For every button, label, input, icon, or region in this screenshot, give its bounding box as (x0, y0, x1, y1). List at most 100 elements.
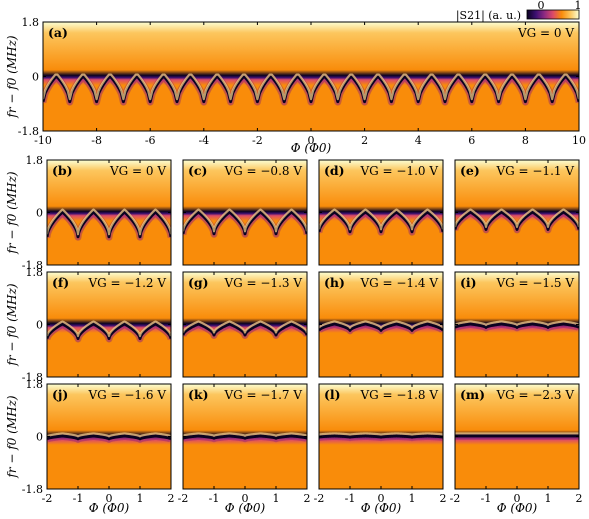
x-tick-label: 2 (440, 492, 447, 505)
x-tick-label: -4 (198, 134, 209, 147)
x-tick-label: 0 (242, 492, 249, 505)
heatmap-panel-8: (i) VG = −1.5 V (454, 271, 580, 378)
y-tick-label: 1.8 (26, 378, 44, 391)
x-tick-label: -2 (42, 492, 53, 505)
heatmap-panel-0: 1.8 0 -1.8-10 -8 -6 -4 -2 0 2 4 6 8 10 (a) VG = 0 V (18, 16, 586, 147)
y-tick-label: 1.8 (26, 154, 44, 167)
heatmap-panel-10: -2 -1 0 1 2 (k) VG = −1.7 V (178, 383, 311, 505)
x-tick-label: -1 (481, 492, 492, 505)
panel-label: (l) (324, 387, 341, 402)
x-axis-label: Φ (Φ0) (361, 501, 402, 515)
gate-voltage-label: VG = −1.3 V (223, 276, 302, 290)
x-tick-label: 0 (308, 134, 315, 147)
x-tick-label: 2 (168, 492, 175, 505)
y-tick-label: 0 (32, 71, 39, 84)
gate-voltage-label: VG = 0 V (109, 164, 166, 178)
gate-voltage-label: VG = −1.5 V (495, 276, 574, 290)
x-tick-label: -2 (252, 134, 263, 147)
panel-label: (g) (188, 275, 209, 290)
gate-voltage-label: VG = −1.8 V (359, 388, 438, 402)
x-tick-label: -2 (314, 492, 325, 505)
x-tick-label: 1 (273, 492, 280, 505)
panel-label: (a) (48, 25, 68, 40)
gate-voltage-label: VG = −1.1 V (495, 164, 574, 178)
colorbar-max-label: 1 (575, 0, 582, 12)
gate-voltage-label: VG = −1.7 V (223, 388, 302, 402)
colorbar-min-label: 0 (538, 0, 545, 12)
x-tick-label: 2 (576, 492, 583, 505)
y-tick-label: -1.8 (18, 125, 39, 138)
gate-voltage-label: VG = −1.4 V (359, 276, 438, 290)
y-tick-label: 0 (36, 319, 43, 332)
heatmap-panel-5: 1.8 0 -1.8 (f) VG = −1.2 V (22, 266, 172, 384)
gate-voltage-label: VG = −1.2 V (87, 276, 166, 290)
colorbar-gradient (526, 9, 580, 20)
panel-label: (c) (188, 163, 207, 178)
y-axis-label: fr − f0 (MHz) (5, 35, 19, 119)
heatmap-panel-11: -2 -1 0 1 2 (l) VG = −1.8 V (314, 383, 447, 505)
heatmap-panel-2: (c) VG = −0.8 V (182, 159, 308, 266)
x-tick-label: 1 (545, 492, 552, 505)
x-tick-label: -1 (73, 492, 84, 505)
gate-voltage-label: VG = −1.6 V (87, 388, 166, 402)
x-tick-label: -1 (345, 492, 356, 505)
x-tick-label: 0 (514, 492, 521, 505)
x-tick-label: 0 (106, 492, 113, 505)
panel-label: (e) (460, 163, 480, 178)
panel-label: (j) (52, 387, 68, 402)
x-axis-label: Φ (Φ0) (89, 501, 130, 515)
x-tick-label: 0 (378, 492, 385, 505)
x-tick-label: 2 (304, 492, 311, 505)
y-tick-label: 0 (36, 207, 43, 220)
heatmap-panel-7: (h) VG = −1.4 V (318, 271, 444, 378)
panel-label: (i) (460, 275, 477, 290)
x-tick-label: 8 (522, 134, 529, 147)
y-tick-label: 0 (36, 431, 43, 444)
x-axis-label: Φ (Φ0) (225, 501, 266, 515)
gate-voltage-label: VG = −0.8 V (223, 164, 302, 178)
y-tick-label: 1.8 (26, 266, 44, 279)
x-tick-label: -6 (145, 134, 156, 147)
heatmap-background (183, 160, 307, 265)
y-tick-label: -1.8 (22, 483, 43, 496)
gate-voltage-label: VG = −1.0 V (359, 164, 438, 178)
y-axis-label: fr − f0 (MHz) (5, 283, 19, 367)
x-tick-label: -2 (178, 492, 189, 505)
panel-label: (k) (188, 387, 209, 402)
colorbar: |S21| (a. u.) 0 1 (456, 0, 582, 23)
heatmap-panel-3: (d) VG = −1.0 V (318, 159, 444, 266)
panel-label: (m) (460, 387, 485, 402)
x-tick-label: 1 (137, 492, 144, 505)
colorbar-label: |S21| (a. u.) (456, 9, 521, 23)
panel-label: (f) (52, 275, 69, 290)
y-tick-label: -1.8 (22, 371, 43, 384)
y-axis-label: fr − f0 (MHz) (5, 395, 19, 479)
gate-voltage-label: VG = −2.3 V (495, 388, 574, 402)
top-x-axis-label: Φ (Φ0) (291, 141, 332, 155)
panel-label: (d) (324, 163, 345, 178)
x-tick-label: 2 (361, 134, 368, 147)
y-tick-label: -1.8 (22, 259, 43, 272)
x-tick-label: -1 (209, 492, 220, 505)
panel-label: (h) (324, 275, 345, 290)
x-tick-label: 6 (468, 134, 475, 147)
x-tick-label: -8 (91, 134, 102, 147)
heatmap-background (43, 22, 579, 131)
heatmap-panel-6: (g) VG = −1.3 V (182, 271, 308, 378)
x-tick-label: 1 (409, 492, 416, 505)
x-tick-label: -10 (34, 134, 52, 147)
y-tick-label: 1.8 (22, 16, 40, 29)
heatmap-panel-4: (e) VG = −1.1 V (454, 159, 580, 266)
gate-voltage-label: VG = 0 V (517, 26, 574, 40)
x-axis-label: Φ (Φ0) (497, 501, 538, 515)
heatmap-panel-1: 1.8 0 -1.8 (b) VG = 0 V (22, 154, 172, 272)
panel-label: (b) (52, 163, 73, 178)
heatmap-panel-12: -2 -1 0 1 2 (m) VG = −2.3 V (450, 383, 583, 505)
y-axis-label: fr − f0 (MHz) (5, 171, 19, 255)
x-tick-label: 10 (572, 134, 586, 147)
heatmap-panel-9: 1.8 0 -1.8-2 -1 0 1 2 (j) VG = −1.6 V (22, 378, 175, 505)
x-tick-label: 4 (415, 134, 422, 147)
heatmap-background (47, 160, 171, 265)
x-tick-label: -2 (450, 492, 461, 505)
